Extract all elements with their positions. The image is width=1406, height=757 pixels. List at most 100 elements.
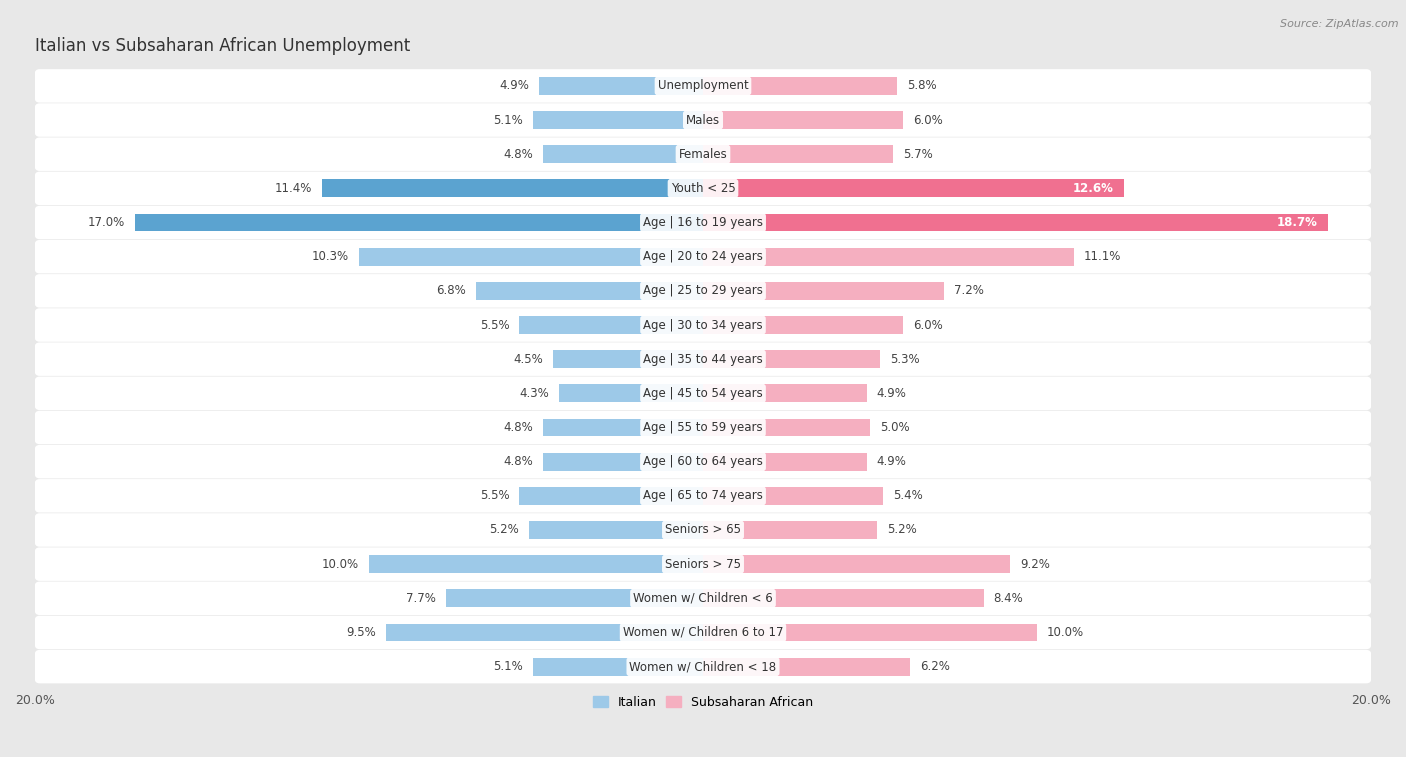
FancyBboxPatch shape (35, 342, 1371, 376)
Bar (703, 213, 1327, 232)
Text: Age | 30 to 34 years: Age | 30 to 34 years (643, 319, 763, 332)
Bar (703, 590, 984, 607)
Text: Women w/ Children < 18: Women w/ Children < 18 (630, 660, 776, 673)
Bar (703, 248, 1074, 266)
Bar (540, 77, 703, 95)
Text: 18.7%: 18.7% (1277, 216, 1317, 229)
FancyBboxPatch shape (35, 308, 1371, 341)
Text: Age | 45 to 54 years: Age | 45 to 54 years (643, 387, 763, 400)
Text: 7.7%: 7.7% (406, 592, 436, 605)
Text: 4.5%: 4.5% (513, 353, 543, 366)
Bar (475, 282, 703, 300)
Text: 4.9%: 4.9% (877, 387, 907, 400)
Text: Age | 35 to 44 years: Age | 35 to 44 years (643, 353, 763, 366)
Text: 4.3%: 4.3% (520, 387, 550, 400)
Text: 17.0%: 17.0% (89, 216, 125, 229)
Text: 6.8%: 6.8% (436, 285, 465, 298)
FancyBboxPatch shape (35, 411, 1371, 444)
Bar (359, 248, 703, 266)
FancyBboxPatch shape (35, 376, 1371, 410)
Text: 7.2%: 7.2% (953, 285, 983, 298)
Text: Age | 65 to 74 years: Age | 65 to 74 years (643, 489, 763, 503)
Bar (533, 658, 703, 675)
Text: 11.1%: 11.1% (1084, 250, 1121, 263)
Text: 10.0%: 10.0% (322, 558, 359, 571)
Bar (368, 555, 703, 573)
Text: 6.0%: 6.0% (914, 114, 943, 126)
FancyBboxPatch shape (35, 69, 1371, 103)
Text: 5.1%: 5.1% (494, 114, 523, 126)
Text: 5.2%: 5.2% (887, 524, 917, 537)
Text: 5.0%: 5.0% (880, 421, 910, 434)
Bar (703, 111, 904, 129)
Legend: Italian, Subsaharan African: Italian, Subsaharan African (588, 691, 818, 714)
Text: 5.2%: 5.2% (489, 524, 519, 537)
Text: 4.9%: 4.9% (877, 455, 907, 468)
Text: Age | 16 to 19 years: Age | 16 to 19 years (643, 216, 763, 229)
Bar (703, 350, 880, 368)
Text: Age | 60 to 64 years: Age | 60 to 64 years (643, 455, 763, 468)
Text: 5.3%: 5.3% (890, 353, 920, 366)
Text: 5.5%: 5.5% (479, 489, 509, 503)
Text: 4.8%: 4.8% (503, 148, 533, 160)
Text: Age | 20 to 24 years: Age | 20 to 24 years (643, 250, 763, 263)
Text: Women w/ Children 6 to 17: Women w/ Children 6 to 17 (623, 626, 783, 639)
Text: 6.0%: 6.0% (914, 319, 943, 332)
Bar (703, 316, 904, 334)
Text: 4.9%: 4.9% (499, 79, 529, 92)
Text: 10.0%: 10.0% (1047, 626, 1084, 639)
FancyBboxPatch shape (35, 513, 1371, 547)
Text: 9.2%: 9.2% (1021, 558, 1050, 571)
Bar (553, 350, 703, 368)
Bar (703, 419, 870, 436)
FancyBboxPatch shape (35, 172, 1371, 205)
Text: Females: Females (679, 148, 727, 160)
Text: 12.6%: 12.6% (1073, 182, 1114, 195)
Bar (560, 385, 703, 402)
Text: Youth < 25: Youth < 25 (671, 182, 735, 195)
Text: Seniors > 65: Seniors > 65 (665, 524, 741, 537)
Bar (703, 453, 866, 471)
Text: Unemployment: Unemployment (658, 79, 748, 92)
Text: 4.8%: 4.8% (503, 455, 533, 468)
FancyBboxPatch shape (35, 581, 1371, 615)
Text: 5.4%: 5.4% (893, 489, 924, 503)
Bar (703, 658, 910, 675)
Text: 6.2%: 6.2% (920, 660, 950, 673)
Bar (519, 316, 703, 334)
Bar (529, 521, 703, 539)
Bar (703, 555, 1011, 573)
Bar (543, 453, 703, 471)
Text: 9.5%: 9.5% (346, 626, 375, 639)
FancyBboxPatch shape (35, 615, 1371, 650)
FancyBboxPatch shape (35, 103, 1371, 137)
Text: Males: Males (686, 114, 720, 126)
FancyBboxPatch shape (35, 445, 1371, 478)
Bar (703, 521, 877, 539)
Bar (703, 487, 883, 505)
FancyBboxPatch shape (35, 479, 1371, 512)
Bar (703, 282, 943, 300)
FancyBboxPatch shape (35, 206, 1371, 239)
Text: 10.3%: 10.3% (312, 250, 349, 263)
FancyBboxPatch shape (35, 240, 1371, 273)
Text: 4.8%: 4.8% (503, 421, 533, 434)
Bar (519, 487, 703, 505)
Bar (703, 624, 1038, 641)
Text: 5.8%: 5.8% (907, 79, 936, 92)
Text: 5.7%: 5.7% (904, 148, 934, 160)
Bar (533, 111, 703, 129)
Bar (703, 385, 866, 402)
Text: Italian vs Subsaharan African Unemployment: Italian vs Subsaharan African Unemployme… (35, 37, 411, 55)
FancyBboxPatch shape (35, 138, 1371, 171)
Bar (703, 77, 897, 95)
Text: Source: ZipAtlas.com: Source: ZipAtlas.com (1281, 19, 1399, 29)
Bar (543, 419, 703, 436)
Bar (135, 213, 703, 232)
Text: 8.4%: 8.4% (994, 592, 1024, 605)
Bar (446, 590, 703, 607)
Bar (703, 145, 893, 163)
Bar (703, 179, 1123, 198)
Text: 5.5%: 5.5% (479, 319, 509, 332)
FancyBboxPatch shape (35, 274, 1371, 307)
